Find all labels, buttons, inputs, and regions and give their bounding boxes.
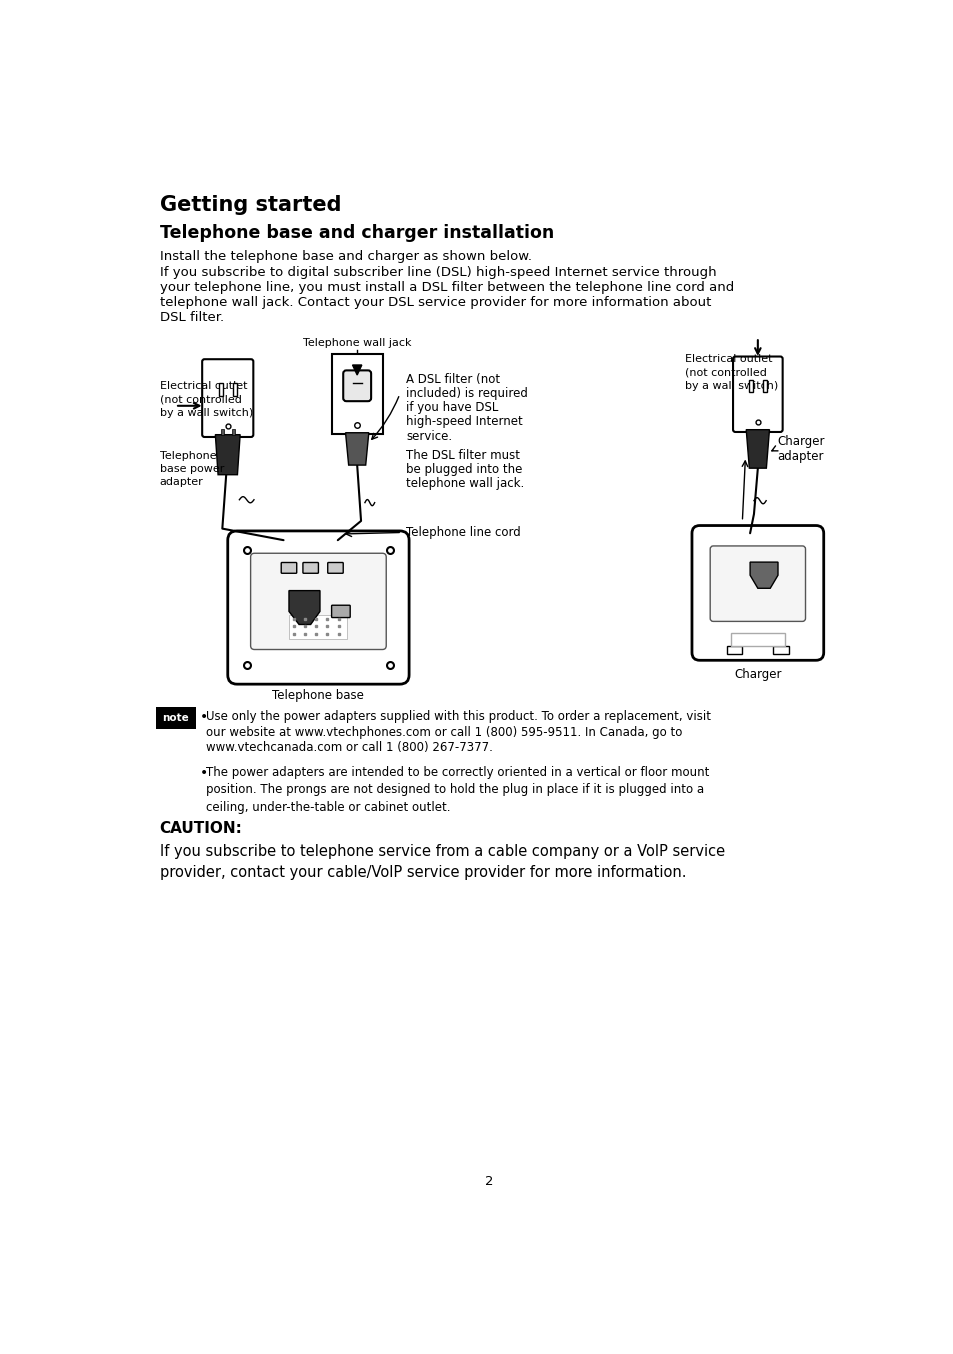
Text: included) is required: included) is required	[406, 387, 527, 399]
Text: Telephone base and charger installation: Telephone base and charger installation	[159, 223, 554, 242]
Bar	[773, 646, 788, 654]
FancyBboxPatch shape	[709, 546, 804, 621]
Text: 2: 2	[484, 1175, 493, 1187]
Text: www.vtechcanada.com or call 1 (800) 267-7377.: www.vtechcanada.com or call 1 (800) 267-…	[206, 741, 493, 754]
Text: Telephone base: Telephone base	[273, 689, 364, 701]
FancyBboxPatch shape	[303, 562, 318, 573]
FancyBboxPatch shape	[251, 554, 386, 650]
FancyBboxPatch shape	[228, 531, 409, 684]
Text: A DSL filter (not: A DSL filter (not	[406, 372, 499, 386]
FancyBboxPatch shape	[328, 562, 343, 573]
Bar	[761, 379, 766, 391]
Bar	[221, 428, 224, 435]
FancyBboxPatch shape	[332, 605, 350, 617]
Bar	[233, 383, 236, 395]
Text: DSL filter.: DSL filter.	[159, 311, 223, 325]
FancyBboxPatch shape	[281, 562, 296, 573]
Text: Charger
adapter: Charger adapter	[777, 435, 823, 463]
Text: Electrical outlet
(not controlled
by a wall switch): Electrical outlet (not controlled by a w…	[684, 355, 778, 390]
FancyBboxPatch shape	[343, 371, 371, 401]
Bar	[289, 615, 347, 639]
Text: •: •	[199, 711, 208, 724]
Text: •: •	[199, 766, 208, 780]
Text: Charger: Charger	[733, 668, 781, 681]
Bar	[218, 383, 223, 395]
Text: If you subscribe to digital subscriber line (DSL) high-speed Internet service th: If you subscribe to digital subscriber l…	[159, 267, 716, 279]
Bar	[748, 379, 752, 391]
Polygon shape	[215, 435, 240, 475]
Polygon shape	[749, 562, 778, 588]
Text: if you have DSL: if you have DSL	[406, 401, 497, 414]
Text: Telephone wall jack: Telephone wall jack	[303, 338, 411, 348]
Text: CAUTION:: CAUTION:	[159, 822, 242, 837]
Text: note: note	[162, 714, 189, 723]
Text: Telephone line cord: Telephone line cord	[406, 525, 520, 539]
Text: be plugged into the: be plugged into the	[406, 463, 522, 475]
Bar	[726, 646, 741, 654]
Text: The DSL filter must: The DSL filter must	[406, 448, 519, 462]
Text: Getting started: Getting started	[159, 195, 340, 215]
Text: The power adapters are intended to be correctly oriented in a vertical or floor : The power adapters are intended to be co…	[206, 766, 709, 814]
FancyBboxPatch shape	[691, 525, 822, 661]
FancyBboxPatch shape	[332, 355, 382, 435]
Text: high-speed Internet: high-speed Internet	[406, 416, 522, 428]
Text: service.: service.	[406, 429, 452, 443]
FancyBboxPatch shape	[155, 707, 195, 728]
Bar	[730, 632, 784, 646]
FancyBboxPatch shape	[202, 359, 253, 437]
Text: Telephone
base power
adapter: Telephone base power adapter	[159, 451, 224, 487]
Text: Install the telephone base and charger as shown below.: Install the telephone base and charger a…	[159, 250, 531, 263]
Text: Use only the power adapters supplied with this product. To order a replacement, : Use only the power adapters supplied wit…	[206, 711, 710, 723]
Text: If you subscribe to telephone service from a cable company or a VoIP service
pro: If you subscribe to telephone service fr…	[159, 845, 724, 880]
Polygon shape	[745, 429, 769, 468]
Polygon shape	[289, 590, 319, 624]
Polygon shape	[353, 366, 361, 375]
Text: telephone wall jack.: telephone wall jack.	[406, 477, 524, 490]
Bar	[232, 428, 234, 435]
Text: telephone wall jack. Contact your DSL service provider for more information abou: telephone wall jack. Contact your DSL se…	[159, 297, 710, 310]
Text: our website at www.vtechphones.com or call 1 (800) 595-9511. In Canada, go to: our website at www.vtechphones.com or ca…	[206, 726, 681, 739]
Text: Electrical outlet
(not controlled
by a wall switch): Electrical outlet (not controlled by a w…	[159, 382, 253, 417]
FancyBboxPatch shape	[732, 356, 781, 432]
Text: your telephone line, you must install a DSL filter between the telephone line co: your telephone line, you must install a …	[159, 282, 733, 294]
Polygon shape	[345, 433, 369, 464]
